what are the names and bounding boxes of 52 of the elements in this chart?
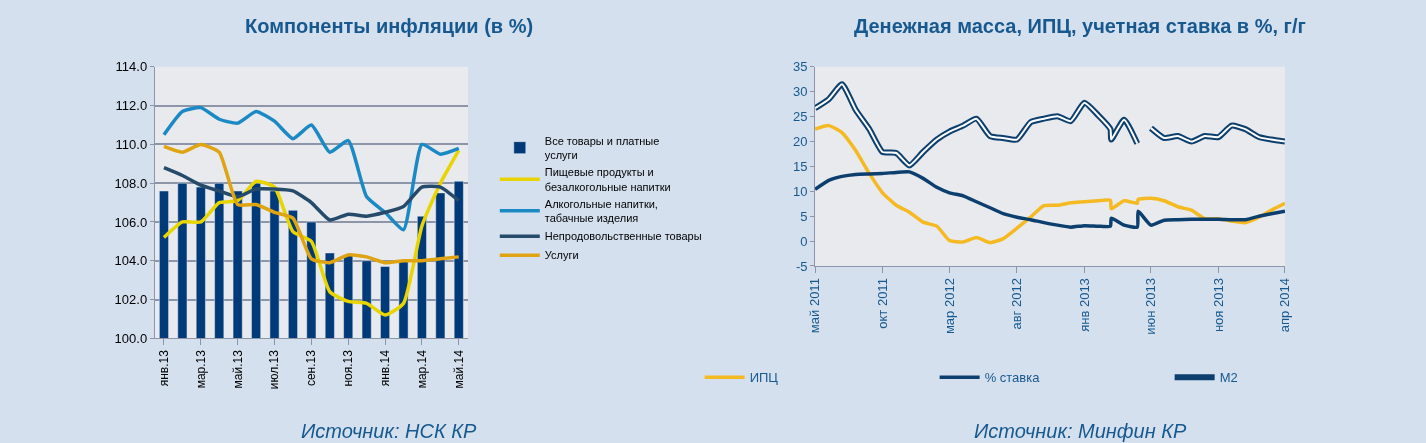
x-tick-label: май 2011 (807, 278, 823, 334)
y-tick-label: 106.0 (114, 214, 148, 230)
x-tick-label: май.14 (451, 349, 466, 389)
x-tick-label: окт 2011 (874, 278, 890, 329)
x-tick-label: июн 2013 (1143, 278, 1159, 335)
y-tick-label: 100.0 (114, 330, 148, 346)
y-tick-label: 114.0 (115, 59, 148, 75)
legend-label: Услуги (544, 249, 579, 262)
chart-title: Компоненты инфляции (в %) (245, 15, 534, 37)
x-tick-label: сен.13 (304, 349, 319, 387)
line-series (815, 170, 1285, 229)
x-tick-label: мар 2012 (941, 278, 957, 335)
x-tick-label: янв.14 (377, 349, 392, 387)
line-series (162, 142, 461, 265)
y-tick-label: -5 (795, 258, 808, 274)
x-tick-label: янв.13 (156, 349, 171, 387)
y-tick-label: 108.0 (114, 175, 148, 191)
y-tick-label: 20 (793, 134, 808, 150)
y-tick-label: 10 (793, 183, 808, 199)
y-tick-label: 102.0 (114, 292, 148, 308)
y-tick-label: 25 (793, 109, 808, 125)
text: Источник: НСК КР (301, 420, 478, 442)
x-tick-label: май.13 (230, 349, 245, 389)
text: Источник: Минфин КР (974, 420, 1187, 442)
chart-title: Денежная масса, ИПЦ, учетная ставка в %, г/г (854, 15, 1306, 37)
x-tick-label: апр 2014 (1277, 278, 1293, 333)
line-series (162, 165, 461, 222)
y-tick-label: 35 (793, 59, 808, 75)
x-tick-label: мар.14 (414, 349, 429, 389)
y-tick-label: 15 (793, 158, 808, 174)
x-tick-label: мар.13 (193, 349, 208, 389)
y-tick-label: 30 (793, 84, 808, 100)
x-tick-label: авг 2012 (1009, 278, 1025, 330)
legend-label: ИПЦ (749, 370, 779, 386)
x-tick-label: янв 2013 (1076, 278, 1092, 332)
y-tick-label: 112.0 (115, 98, 148, 114)
x-tick-label: июл.13 (267, 349, 282, 390)
x-tick-label: ноя.13 (341, 349, 356, 387)
legend-label: Все товары и платные услуги (544, 134, 660, 162)
legend-label: M2 (1219, 370, 1238, 386)
line-series (162, 105, 461, 232)
legend-label: Непродовольственные товары (544, 230, 702, 243)
y-tick-label: 110.0 (115, 137, 148, 152)
y-tick-label: 0 (800, 233, 808, 249)
line-series (162, 148, 461, 317)
legend-label: Пищевые продукты и безалкогольные напитки (544, 166, 671, 193)
line-series (815, 123, 1285, 245)
y-tick-label: 5 (800, 208, 808, 224)
legend-label: Алкогольные напитки, табачные изделия (544, 197, 658, 225)
x-tick-label: ноя 2013 (1210, 278, 1226, 333)
y-tick-label: 104.0 (114, 253, 148, 269)
legend-label: % ставка (984, 370, 1041, 386)
